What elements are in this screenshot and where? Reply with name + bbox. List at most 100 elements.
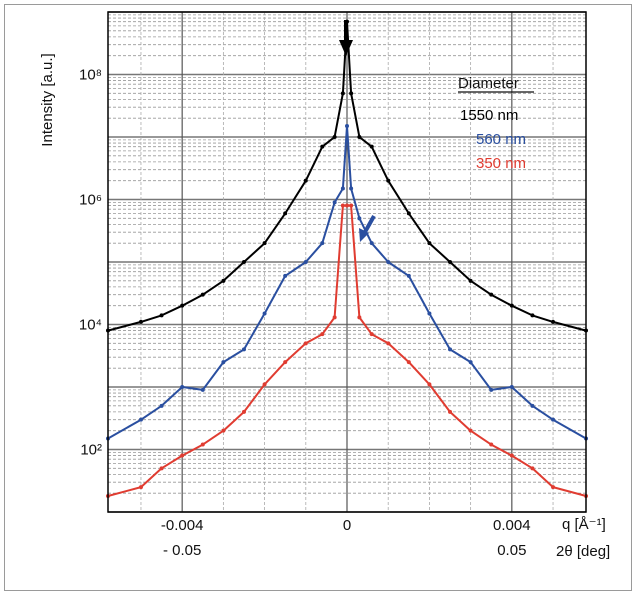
data-point-1550-nm <box>369 144 374 149</box>
legend-entry-560: 560 nm <box>476 131 526 148</box>
data-point-350-nm <box>200 442 205 447</box>
data-point-560-nm <box>530 403 535 408</box>
legend-entry-350: 350 nm <box>476 155 526 172</box>
data-point-560-nm <box>551 417 556 422</box>
data-point-1550-nm <box>530 313 535 318</box>
data-point-350-nm <box>427 382 432 387</box>
y-tick-label: 10⁸ <box>79 67 102 84</box>
data-point-1550-nm <box>262 241 267 246</box>
legend-title: Diameter <box>458 75 519 92</box>
data-point-560-nm <box>283 273 288 278</box>
data-point-560-nm <box>468 360 473 365</box>
data-point-560-nm <box>386 260 391 264</box>
data-point-350-nm <box>159 466 164 471</box>
data-point-560-nm <box>406 273 411 278</box>
data-point-560-nm <box>180 385 185 389</box>
blue-arrow-shaft <box>363 215 376 233</box>
data-point-560-nm <box>357 216 362 221</box>
data-point-560-nm <box>332 200 337 205</box>
data-point-1550-nm <box>340 91 345 96</box>
data-point-560-nm <box>241 347 246 352</box>
data-point-1550-nm <box>468 278 473 283</box>
data-point-1550-nm <box>200 292 205 297</box>
y-tick-label: 10⁶ <box>79 192 102 209</box>
data-point-350-nm <box>349 203 354 208</box>
x-tick-label-2theta: - 0.05 <box>163 542 201 559</box>
data-point-350-nm <box>489 442 494 447</box>
data-point-560-nm <box>262 311 267 316</box>
x-tick-label-q: 0 <box>343 517 351 534</box>
data-point-1550-nm <box>159 313 164 318</box>
top-arrow-head <box>339 40 353 56</box>
data-point-1550-nm <box>349 91 354 96</box>
data-point-1550-nm <box>332 135 337 139</box>
x-tick-label-q: -0.004 <box>161 517 204 534</box>
y-tick-label: 10⁴ <box>79 317 102 334</box>
data-point-1550-nm <box>489 292 494 297</box>
data-point-560-nm <box>448 347 453 352</box>
data-point-350-nm <box>345 203 349 208</box>
plot-border <box>107 11 587 513</box>
data-point-560-nm <box>509 385 514 389</box>
data-point-350-nm <box>262 382 267 387</box>
data-point-1550-nm <box>241 260 246 264</box>
data-point-560-nm <box>138 417 143 422</box>
data-point-350-nm <box>448 409 453 414</box>
x-tick-label-q: 0.004 <box>493 517 531 534</box>
data-point-560-nm <box>159 403 164 408</box>
data-point-350-nm <box>386 341 391 346</box>
data-point-560-nm <box>369 241 374 246</box>
data-point-350-nm <box>357 315 362 320</box>
data-point-350-nm <box>138 485 143 490</box>
series-lines <box>106 19 588 499</box>
data-point-560-nm <box>303 260 308 264</box>
x-tick-label-2theta: 0.05 <box>497 542 526 559</box>
data-point-350-nm <box>332 315 337 320</box>
data-point-560-nm <box>345 123 349 128</box>
data-point-1550-nm <box>406 211 411 216</box>
data-point-1550-nm <box>221 278 226 283</box>
data-point-1550-nm <box>448 260 453 264</box>
data-point-350-nm <box>303 341 308 346</box>
data-point-560-nm <box>221 360 226 365</box>
legend-entry-1550: 1550 nm <box>460 107 518 124</box>
data-point-1550-nm <box>386 178 391 183</box>
data-point-1550-nm <box>509 303 514 308</box>
data-point-1550-nm <box>180 303 185 308</box>
data-point-350-nm <box>320 332 325 337</box>
figure-frame <box>4 4 632 591</box>
data-point-350-nm <box>283 360 288 365</box>
tick-labels: 10² 10⁴ 10⁶ 10⁸ -0.004 0 0.004 - 0.05 0.05 <box>79 67 531 560</box>
x-axis-label-2theta: 2θ [deg] <box>556 543 610 560</box>
y-axis-label: Intensity [a.u.] <box>39 53 56 146</box>
data-point-350-nm <box>180 453 185 458</box>
data-point-1550-nm <box>320 144 325 149</box>
data-point-560-nm <box>489 387 494 392</box>
blue-arrow-head <box>359 228 369 242</box>
data-point-350-nm <box>530 466 535 471</box>
x-axis-label-q: q [Å⁻¹] <box>562 516 606 533</box>
data-point-1550-nm <box>357 135 362 139</box>
data-point-350-nm <box>241 409 246 414</box>
data-point-350-nm <box>468 428 473 433</box>
annotations <box>339 20 376 242</box>
data-point-560-nm <box>427 311 432 316</box>
data-point-350-nm <box>340 203 345 208</box>
data-point-560-nm <box>320 241 325 246</box>
data-point-560-nm <box>340 186 345 191</box>
data-point-560-nm <box>200 387 205 392</box>
data-point-560-nm <box>349 186 354 191</box>
data-point-350-nm <box>509 453 514 458</box>
data-point-1550-nm <box>138 319 143 324</box>
data-point-1550-nm <box>303 178 308 183</box>
data-point-1550-nm <box>283 211 288 216</box>
data-point-350-nm <box>221 428 226 433</box>
y-tick-label: 10² <box>80 442 102 459</box>
data-point-350-nm <box>551 485 556 490</box>
data-point-1550-nm <box>427 241 432 246</box>
data-point-350-nm <box>406 360 411 365</box>
legend: Diameter 1550 nm 560 nm 350 nm <box>458 75 534 172</box>
x-axis-label-q-text: q [Å⁻¹] <box>562 516 606 533</box>
data-point-350-nm <box>369 332 374 337</box>
